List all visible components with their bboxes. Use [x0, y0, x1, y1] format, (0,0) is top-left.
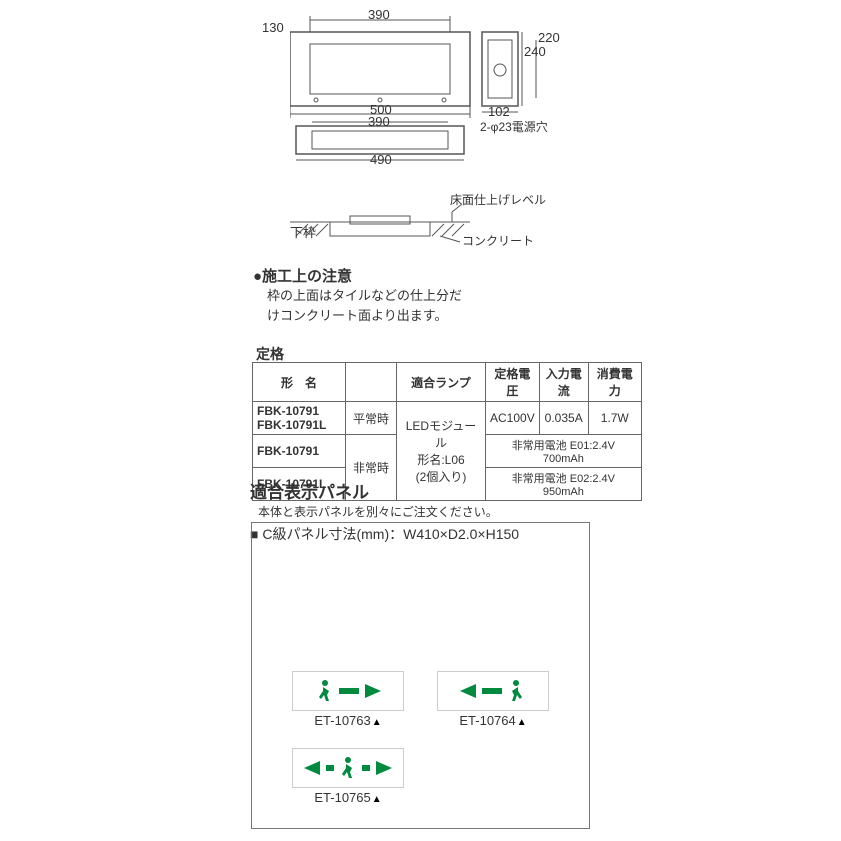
- table-row: FBK-10791: [253, 435, 346, 468]
- dim-390-top: 390: [368, 7, 390, 22]
- arrow-left-icon: [304, 761, 320, 775]
- caution-line-1: 枠の上面はタイルなどの仕上分だ: [267, 286, 603, 306]
- dim-102: 102: [488, 104, 510, 119]
- engineering-diagram: 390 130 500 390 490 240 220 102 2-φ23電源穴: [290, 10, 570, 160]
- concrete-label: コンクリート: [462, 232, 534, 249]
- dim-390-base: 390: [368, 114, 390, 129]
- dim-490: 490: [370, 152, 392, 167]
- panel-box: ET-10763▲ ET-10764▲: [251, 522, 590, 829]
- section-diagram: 床面仕上げレベル 下枠 コンクリート: [290, 200, 590, 255]
- running-man-icon: [338, 756, 358, 780]
- caution-line-2: けコンクリート面より出ます。: [267, 306, 603, 326]
- col-lamp: 適合ランプ: [397, 363, 486, 402]
- sign-et-10764: ET-10764▲: [437, 671, 549, 728]
- floor-level-label: 床面仕上げレベル: [450, 191, 546, 208]
- panel-title: 適合表示パネル: [250, 478, 369, 503]
- caution-section: ●施工上の注意 枠の上面はタイルなどの仕上分だ けコンクリート面より出ます。: [253, 265, 603, 325]
- running-man-icon: [506, 679, 526, 703]
- rating-title: 定格: [256, 344, 284, 364]
- dim-hole: 2-φ23電源穴: [480, 118, 548, 135]
- panel-note: 本体と表示パネルを別々にご注文ください。: [258, 503, 498, 520]
- arrow-right-icon: [376, 761, 392, 775]
- table-row: FBK-10791 FBK-10791L: [253, 402, 346, 435]
- dim-130: 130: [262, 20, 284, 35]
- caution-title: ●施工上の注意: [253, 265, 603, 286]
- sign-et-10763: ET-10763▲: [292, 671, 404, 728]
- dim-240: 240: [524, 44, 546, 59]
- col-blank: [346, 363, 397, 402]
- arrow-right-icon: [365, 684, 381, 698]
- sign-et-10765: ET-10765▲: [292, 748, 404, 805]
- arrow-left-icon: [460, 684, 476, 698]
- col-power: 消費電力: [588, 363, 641, 402]
- lower-frame-label: 下枠: [290, 222, 316, 241]
- running-man-icon: [315, 679, 335, 703]
- col-voltage: 定格電圧: [486, 363, 540, 402]
- col-model: 形 名: [253, 363, 346, 402]
- dim-220: 220: [538, 30, 560, 45]
- col-current: 入力電流: [539, 363, 588, 402]
